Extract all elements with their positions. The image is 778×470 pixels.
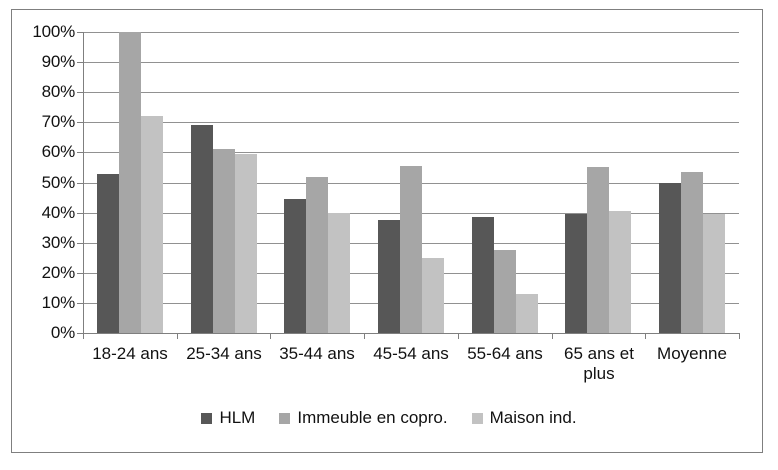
y-axis-tick (77, 213, 83, 214)
bar (494, 250, 516, 333)
bar (422, 257, 444, 334)
gridline (83, 92, 739, 93)
y-axis-tick (77, 62, 83, 63)
x-axis-tick (739, 333, 740, 339)
y-axis-tick (77, 333, 83, 334)
gridline (83, 62, 739, 63)
y-axis-label: 100% (32, 22, 75, 41)
x-axis-tick (458, 333, 459, 339)
bar (191, 125, 213, 333)
gridline (83, 122, 739, 123)
x-axis-tick (177, 333, 178, 339)
x-axis-label: 65 ans et plus (564, 344, 634, 383)
gridline (83, 152, 739, 153)
y-axis-tick (77, 32, 83, 33)
legend-swatch-hlm-icon (201, 412, 213, 424)
gridline (83, 32, 739, 33)
x-axis-label: 18-24 ans (92, 344, 168, 363)
bar (235, 153, 257, 333)
bar (328, 212, 350, 333)
x-axis-label: Moyenne (657, 344, 727, 363)
x-axis-label: 45-54 ans (373, 344, 449, 363)
bar (681, 172, 703, 333)
bar (516, 293, 538, 333)
x-axis-tick (645, 333, 646, 339)
y-axis-label: 10% (41, 293, 76, 312)
x-axis-label: 55-64 ans (467, 344, 543, 363)
y-axis-label: 90% (41, 52, 76, 71)
x-axis-tick (552, 333, 553, 339)
y-axis-label: 30% (41, 233, 76, 252)
bar (472, 217, 494, 333)
x-axis-tick (364, 333, 365, 339)
y-axis-label: 0% (50, 323, 75, 342)
y-axis-tick (77, 243, 83, 244)
bar (141, 116, 163, 333)
bar (97, 173, 119, 333)
bar (609, 211, 631, 333)
y-axis-label: 40% (41, 203, 76, 222)
y-axis-tick (77, 122, 83, 123)
y-axis-tick (77, 303, 83, 304)
legend-item-hlm: HLM (201, 408, 255, 428)
bar (587, 167, 609, 333)
bar (284, 199, 306, 333)
y-axis-label: 60% (41, 142, 76, 161)
legend-label-hlm: HLM (219, 408, 256, 427)
legend-swatch-immeuble-icon (279, 412, 291, 424)
y-axis-tick (77, 273, 83, 274)
y-axis-label: 50% (41, 173, 76, 192)
x-axis-tick (270, 333, 271, 339)
y-axis-tick (77, 152, 83, 153)
x-axis-label: 25-34 ans (186, 344, 262, 363)
bar (659, 182, 681, 333)
y-axis-label: 70% (41, 112, 76, 131)
y-axis-line (83, 32, 84, 334)
legend-label-immeuble: Immeuble en copro. (297, 408, 448, 427)
y-axis-tick (77, 183, 83, 184)
legend: HLM Immeuble en copro. Maison ind. (0, 408, 778, 428)
bar (306, 176, 328, 333)
legend-item-immeuble: Immeuble en copro. (279, 408, 448, 428)
legend-item-maison: Maison ind. (471, 408, 577, 428)
bar (119, 32, 141, 333)
y-axis-label: 20% (41, 263, 76, 282)
x-axis-label: 35-44 ans (279, 344, 355, 363)
x-axis-line (83, 333, 739, 334)
y-axis-label: 80% (41, 82, 76, 101)
bar (703, 214, 725, 333)
bar (213, 149, 235, 333)
x-axis-tick (83, 333, 84, 339)
bar (400, 165, 422, 333)
legend-label-maison: Maison ind. (489, 408, 577, 427)
y-axis-tick (77, 92, 83, 93)
legend-swatch-maison-icon (471, 412, 483, 424)
bar (565, 214, 587, 333)
bar (378, 220, 400, 333)
